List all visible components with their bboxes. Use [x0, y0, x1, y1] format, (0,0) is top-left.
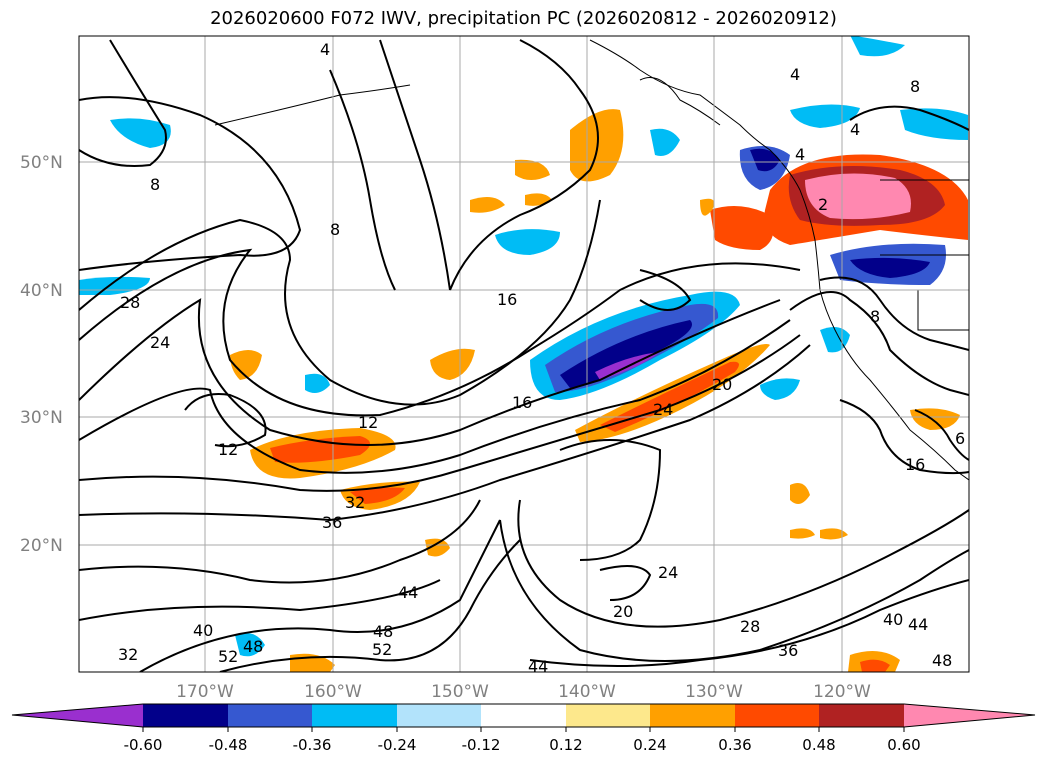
contour-label: 24 [658, 563, 678, 582]
map-panel: 4 4 4 4 8 8 8 8 12 12 16 16 16 20 20 24 … [79, 36, 969, 676]
lat-label: 30°N [20, 408, 63, 428]
pc-shading [79, 36, 968, 672]
colorbar-segment [312, 704, 397, 727]
contour-label: 32 [345, 493, 365, 512]
colorbar: -0.60 -0.48 -0.36 -0.24 -0.12 0.12 0.24 … [11, 703, 1036, 754]
contour-label: 12 [358, 413, 378, 432]
contour-label: 12 [218, 440, 238, 459]
contour-labels: 4 4 4 4 8 8 8 8 12 12 16 16 16 20 20 24 … [118, 40, 965, 676]
contour-label: 20 [712, 375, 732, 394]
colorbar-tick: -0.24 [378, 736, 417, 754]
contour-label: 4 [790, 65, 800, 84]
lon-label: 120°W [813, 682, 871, 702]
lat-label: 20°N [20, 536, 63, 556]
contour-label: 36 [778, 641, 798, 660]
contour-label: 40 [193, 621, 213, 640]
contour-label: 48 [373, 622, 393, 641]
colorbar-segment [819, 704, 904, 727]
colorbar-segment [566, 704, 650, 727]
colorbar-segment [143, 704, 228, 727]
lon-label: 150°W [431, 682, 489, 702]
colorbar-segment [650, 704, 735, 727]
contour-label: 16 [497, 290, 517, 309]
contour-label: 8 [150, 175, 160, 194]
contour-label: 48 [243, 637, 263, 656]
contour-label: 52 [218, 647, 238, 666]
contour-label: 8 [330, 220, 340, 239]
iwv-contours [79, 39, 969, 672]
contour-label: 4 [795, 145, 805, 164]
contour-label: 44 [528, 657, 548, 676]
contour-label: 6 [955, 429, 965, 448]
contour-label: 4 [320, 40, 330, 59]
contour-label: 52 [372, 640, 392, 659]
colorbar-tick: -0.48 [209, 736, 248, 754]
contour-label: 24 [653, 400, 673, 419]
contour-label: 8 [870, 307, 880, 326]
colorbar-segment [397, 704, 481, 727]
contour-label: 40 [883, 610, 903, 629]
colorbar-tick: 0.36 [718, 736, 751, 754]
contour-label: 28 [120, 293, 140, 312]
colorbar-segment [481, 704, 566, 727]
contour-label: 48 [932, 651, 952, 670]
colorbar-tick: 0.48 [802, 736, 835, 754]
colorbar-tick: 0.60 [887, 736, 920, 754]
colorbar-tick: 0.12 [549, 736, 582, 754]
contour-label: 24 [150, 333, 170, 352]
contour-label: 36 [322, 513, 342, 532]
contour-label: 2 [818, 195, 828, 214]
coastlines [214, 39, 969, 481]
colorbar-segment [904, 704, 1035, 727]
colorbar-segment [12, 704, 143, 727]
contour-label: 20 [613, 602, 633, 621]
lon-label: 160°W [304, 682, 362, 702]
map-frame [78, 35, 970, 673]
lat-label: 50°N [20, 153, 63, 173]
contour-label: 44 [908, 615, 928, 634]
lat-labels: 50°N 40°N 30°N 20°N [20, 153, 63, 556]
contour-label: 8 [910, 77, 920, 96]
lon-label: 130°W [685, 682, 743, 702]
lon-label: 140°W [558, 682, 616, 702]
colorbar-segment [735, 704, 819, 727]
contour-label: 16 [512, 393, 532, 412]
contour-label: 4 [850, 120, 860, 139]
map-title: 2026020600 F072 IWV, precipitation PC (2… [210, 8, 837, 29]
lon-label: 170°W [176, 682, 234, 702]
colorbar-tick: -0.60 [124, 736, 163, 754]
contour-label: 16 [905, 455, 925, 474]
colorbar-tick: -0.36 [293, 736, 332, 754]
colorbar-segment [228, 704, 312, 727]
lat-label: 40°N [20, 281, 63, 301]
contour-label: 44 [398, 583, 418, 602]
contour-label: 28 [740, 617, 760, 636]
colorbar-tick: 0.24 [633, 736, 666, 754]
lon-labels: 170°W 160°W 150°W 140°W 130°W 120°W [176, 682, 871, 702]
colorbar-tick: -0.12 [462, 736, 501, 754]
contour-label: 32 [118, 645, 138, 664]
